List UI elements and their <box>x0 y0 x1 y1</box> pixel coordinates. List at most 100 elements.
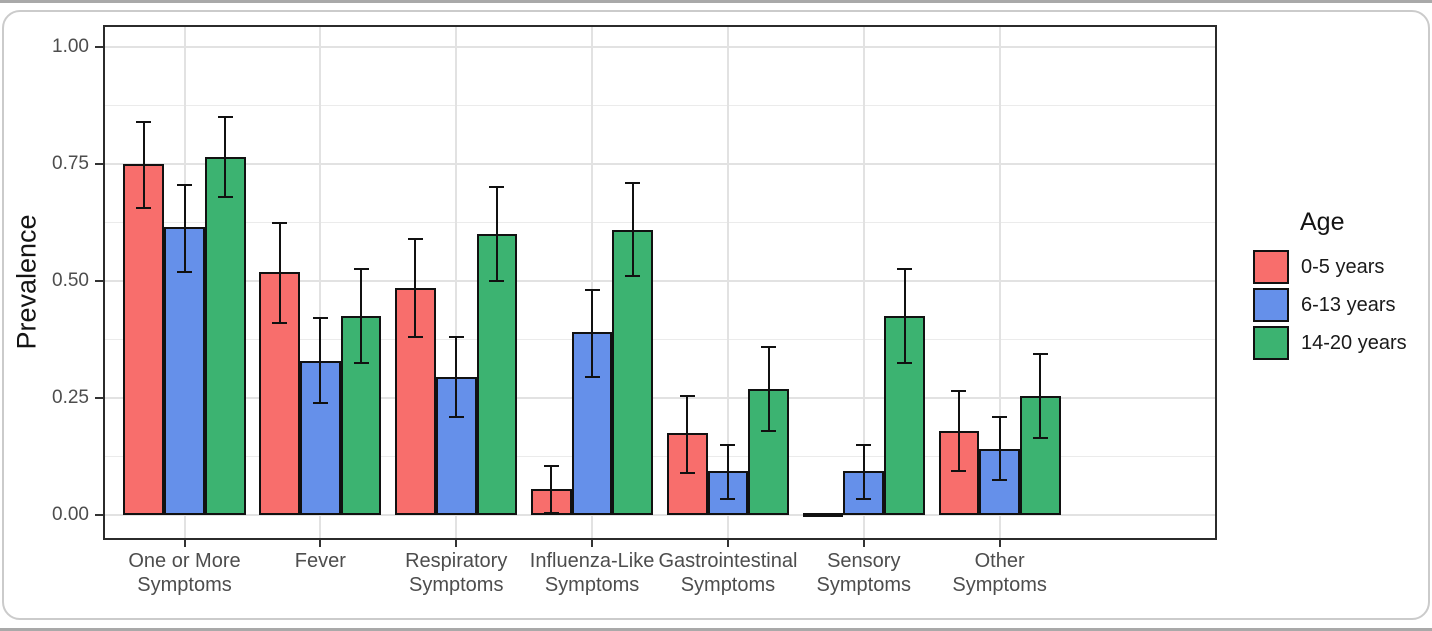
y-axis-tick-label: 0.25 <box>52 387 89 408</box>
error-bar-cap-top <box>992 415 1008 418</box>
y-axis-tick-label: 1.00 <box>52 36 89 57</box>
error-bar-line <box>142 121 145 209</box>
category-gridline <box>862 25 865 540</box>
error-bar-cap-top <box>407 237 423 240</box>
y-axis-tick-label: 0.00 <box>52 504 89 525</box>
error-bar-cap-top <box>856 443 872 446</box>
error-bar-line <box>1039 353 1042 438</box>
error-bar-cap-top <box>353 268 369 271</box>
bar <box>802 512 844 517</box>
error-bar-cap-top <box>177 184 192 187</box>
error-bar-cap-bottom <box>951 469 967 472</box>
minor-gridline <box>103 222 1217 223</box>
minor-gridline <box>103 105 1217 106</box>
x-axis-tick <box>591 540 594 547</box>
x-axis-tick-label: Gastrointestinal Symptoms <box>658 550 798 596</box>
legend-swatch <box>1253 250 1289 284</box>
major-gridline <box>103 397 1217 399</box>
error-bar-line <box>957 390 960 471</box>
error-bar-line <box>903 269 906 363</box>
error-bar-line <box>591 290 594 377</box>
error-bar-cap-bottom <box>272 322 288 325</box>
x-axis-tick <box>862 540 865 547</box>
x-axis-tick-label: Sensory Symptoms <box>816 550 911 596</box>
error-bar-line <box>319 318 322 403</box>
error-bar-cap-bottom <box>407 336 423 339</box>
x-axis-tick <box>319 540 322 547</box>
error-bar-cap-bottom <box>856 497 872 500</box>
x-axis-tick <box>726 540 729 547</box>
error-bar-line <box>550 465 553 513</box>
category-gridline <box>455 25 458 540</box>
error-bar-cap-bottom <box>448 415 464 418</box>
error-bar-cap-bottom <box>1032 436 1048 439</box>
grouped-bar-chart: Prevalence Age 0-5 years 6-13 years 14-20 … <box>4 12 1428 618</box>
legend-title: Age <box>1300 208 1345 236</box>
error-bar-cap-top <box>584 289 600 292</box>
legend-item-label: 14-20 years <box>1301 331 1407 354</box>
error-bar-cap-bottom <box>489 280 505 282</box>
y-axis-tick <box>95 46 103 48</box>
error-bar-cap-top <box>679 394 695 397</box>
x-axis-tick <box>455 540 458 547</box>
error-bar-cap-top <box>761 345 777 348</box>
x-axis-tick <box>998 540 1001 547</box>
error-bar-cap-top <box>136 120 152 123</box>
error-bar-line <box>862 444 865 499</box>
error-bar-cap-bottom <box>177 270 192 273</box>
x-axis-tick-label: Fever <box>294 550 346 572</box>
error-bar-cap-top <box>272 221 288 224</box>
error-bar-cap-top <box>312 317 328 320</box>
minor-gridline <box>103 456 1217 457</box>
error-bar-line <box>414 238 417 338</box>
x-axis-tick-label: Respiratory Symptoms <box>405 550 508 596</box>
error-bar-line <box>686 395 689 473</box>
error-bar-line <box>224 117 227 197</box>
bar <box>123 164 165 515</box>
error-bar-cap-top <box>543 464 559 467</box>
legend-item: 6-13 years <box>1253 288 1407 322</box>
page-top-edge <box>0 0 1432 3</box>
error-bar-cap-bottom <box>625 275 641 278</box>
error-bar-cap-top <box>951 389 967 392</box>
error-bar-cap-bottom <box>217 195 233 198</box>
error-bar-cap-bottom <box>761 429 777 432</box>
legend-item-label: 0-5 years <box>1301 255 1385 278</box>
legend-swatch <box>1253 288 1289 322</box>
error-bar-line <box>455 337 458 417</box>
figure-card: Prevalence Age 0-5 years 6-13 years 14-20 … <box>2 10 1430 620</box>
category-gridline <box>319 25 322 540</box>
category-gridline <box>998 25 1001 540</box>
error-bar-cap-top <box>1032 352 1048 355</box>
error-bar-cap-bottom <box>897 361 913 364</box>
legend-item: 0-5 years <box>1253 250 1407 284</box>
error-bar-cap-bottom <box>720 497 736 500</box>
y-axis-tick-label: 0.75 <box>52 153 89 174</box>
error-bar-cap-bottom <box>679 471 695 474</box>
error-bar-cap-bottom <box>584 375 600 378</box>
error-bar-cap-top <box>625 181 641 184</box>
legend: Age 0-5 years 6-13 years 14-20 years <box>1253 208 1407 364</box>
error-bar-cap-top <box>897 268 913 271</box>
bar <box>612 229 654 515</box>
error-bar-line <box>998 416 1001 480</box>
major-gridline <box>103 163 1217 165</box>
minor-gridline <box>103 339 1217 340</box>
error-bar-line <box>767 346 770 431</box>
legend-swatch <box>1253 326 1289 360</box>
x-axis-tick <box>183 540 186 547</box>
error-bar-cap-top <box>489 186 505 189</box>
major-gridline <box>103 46 1217 48</box>
x-axis-tick-label: Other Symptoms <box>952 550 1047 596</box>
y-axis-tick <box>95 514 103 516</box>
error-bar-cap-bottom <box>992 478 1008 481</box>
error-bar-cap-bottom <box>136 207 152 210</box>
y-axis-tick <box>95 397 103 399</box>
major-gridline <box>103 514 1217 516</box>
error-bar-cap-bottom <box>353 361 369 364</box>
bar <box>204 156 246 515</box>
major-gridline <box>103 280 1217 282</box>
y-axis-tick-label: 0.50 <box>52 270 89 291</box>
legend-items: 0-5 years 6-13 years 14-20 years <box>1253 250 1407 360</box>
y-axis-tick <box>95 163 103 165</box>
